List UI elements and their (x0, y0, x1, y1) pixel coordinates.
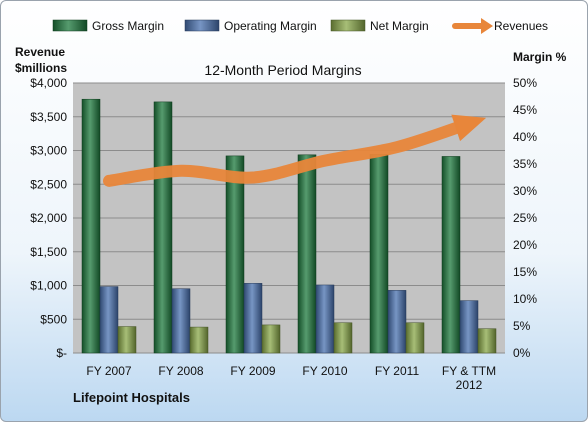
right-tick-label: 30% (513, 184, 537, 198)
right-tick-label: 0% (513, 346, 531, 360)
x-tick-label: FY 2010 (302, 364, 347, 378)
bar-operating-margin (99, 286, 119, 354)
bar-gross-margin (225, 155, 245, 354)
right-axis-title: Margin % (513, 50, 567, 64)
x-tick-label: FY 2009 (230, 364, 275, 378)
left-tick-label: $500 (40, 312, 67, 326)
bar-gross-margin (441, 156, 461, 354)
right-tick-label: 50% (513, 76, 537, 90)
legend-arrowhead-revenues (481, 18, 493, 34)
bar-net-margin (189, 326, 209, 354)
x-tick-label: FY & TTM (442, 364, 496, 378)
left-tick-label: $1,500 (30, 245, 67, 259)
bar-operating-margin (387, 290, 407, 354)
legend-label-operating-margin: Operating Margin (224, 19, 317, 33)
left-tick-label: $4,000 (30, 76, 67, 90)
revenues-trend-arrowhead (451, 114, 487, 142)
legend-swatch-gross-margin (52, 19, 88, 32)
bar-operating-margin (459, 300, 479, 354)
legend-label-gross-margin: Gross Margin (92, 19, 164, 33)
left-tick-label: $- (56, 346, 67, 360)
bar-operating-margin (171, 288, 191, 354)
bar-net-margin (477, 328, 497, 354)
left-axis-title-line1: Revenue (15, 45, 65, 59)
x-tick-label: 2012 (456, 378, 483, 392)
left-tick-label: $2,500 (30, 177, 67, 191)
left-tick-label: $3,000 (30, 144, 67, 158)
bar-gross-margin (81, 98, 101, 354)
left-tick-label: $1,000 (30, 279, 67, 293)
bar-net-margin (405, 322, 425, 354)
bar-operating-margin (243, 283, 263, 354)
bar-operating-margin (315, 284, 335, 354)
x-tick-label: FY 2011 (375, 364, 420, 378)
legend-swatch-net-margin (330, 19, 366, 32)
bar-net-margin (117, 326, 137, 354)
x-tick-label: FY 2008 (158, 364, 203, 378)
left-tick-label: $2,000 (30, 211, 67, 225)
right-tick-label: 25% (513, 211, 537, 225)
bar-gross-margin (369, 154, 389, 354)
revenues-trend-line (103, 117, 475, 187)
legend-swatch-operating-margin (184, 19, 220, 32)
right-tick-label: 20% (513, 238, 537, 252)
right-tick-label: 10% (513, 292, 537, 306)
right-tick-label: 5% (513, 319, 531, 333)
legend-label-revenues: Revenues (494, 19, 548, 33)
footer-label: Lifepoint Hospitals (73, 390, 190, 405)
x-tick-label: FY 2007 (86, 364, 131, 378)
right-tick-label: 15% (513, 265, 537, 279)
bar-gross-margin (297, 154, 317, 354)
left-axis-title-line2: $millions (15, 61, 67, 75)
right-tick-label: 35% (513, 157, 537, 171)
right-tick-label: 45% (513, 103, 537, 117)
bar-net-margin (261, 324, 281, 354)
bar-net-margin (333, 322, 353, 354)
chart-title: 12-Month Period Margins (204, 62, 361, 78)
right-tick-label: 40% (513, 130, 537, 144)
legend-label-net-margin: Net Margin (370, 19, 429, 33)
left-tick-label: $3,500 (30, 110, 67, 124)
bar-gross-margin (153, 101, 173, 354)
